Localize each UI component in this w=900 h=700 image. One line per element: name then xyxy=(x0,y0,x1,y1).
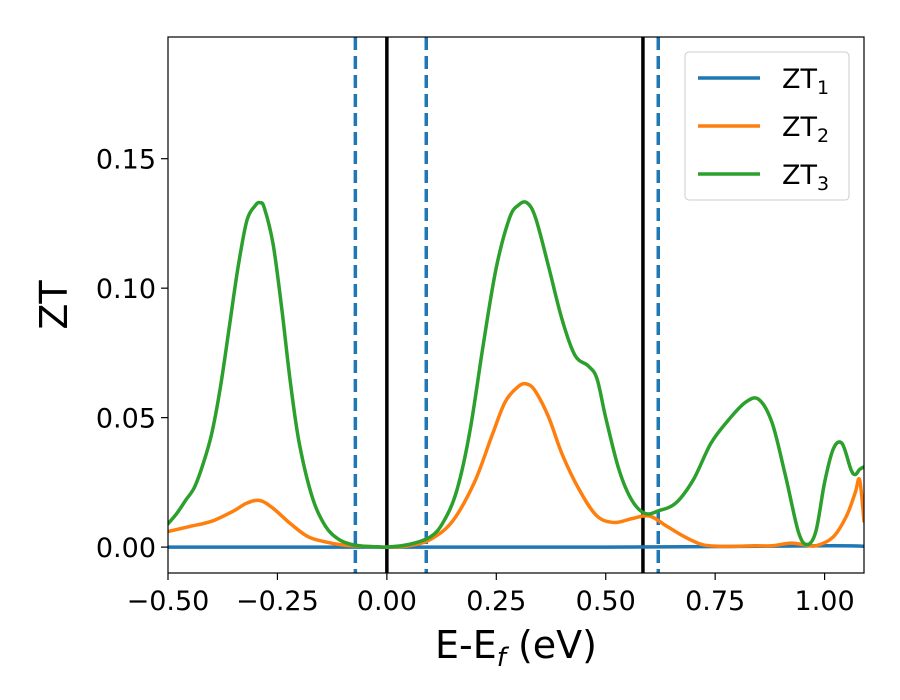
series-lines xyxy=(168,200,864,549)
vertical-reference-lines xyxy=(353,37,661,573)
y-axis-label: ZT xyxy=(32,280,76,330)
x-axis-label-main: E-E xyxy=(435,623,497,667)
series-line-zt2 xyxy=(168,381,864,549)
x-tick-label: 0.50 xyxy=(576,586,636,617)
y-tick-label: 0.15 xyxy=(96,145,156,176)
legend-label-zt1: ZT1 xyxy=(782,64,829,99)
series-line-zt1 xyxy=(168,544,864,549)
legend: ZT1 ZT2 ZT3 xyxy=(684,51,850,201)
x-tick-label: −0.50 xyxy=(127,586,210,617)
legend-box xyxy=(684,51,850,201)
x-tick-label: 0.25 xyxy=(466,586,526,617)
x-tick-label: 0.00 xyxy=(357,586,417,617)
x-axis-ticks: −0.50 −0.25 0.00 0.25 0.50 0.75 1.00 xyxy=(127,573,855,617)
y-tick-label: 0.00 xyxy=(96,533,156,564)
plot-frame xyxy=(167,36,865,574)
x-axis-label-unit: (eV) xyxy=(506,623,597,667)
x-axis-label: E-Ef (eV) xyxy=(435,623,597,673)
legend-label-zt3: ZT3 xyxy=(782,160,829,195)
y-tick-label: 0.05 xyxy=(96,404,156,435)
y-tick-label: 0.10 xyxy=(96,274,156,305)
x-tick-label: 1.00 xyxy=(795,586,855,617)
legend-label-zt2: ZT2 xyxy=(782,112,829,147)
x-tick-label: 0.75 xyxy=(685,586,745,617)
x-tick-label: −0.25 xyxy=(236,586,319,617)
y-axis-ticks: 0.00 0.05 0.10 0.15 xyxy=(96,145,168,564)
series-line-zt3 xyxy=(168,200,864,549)
